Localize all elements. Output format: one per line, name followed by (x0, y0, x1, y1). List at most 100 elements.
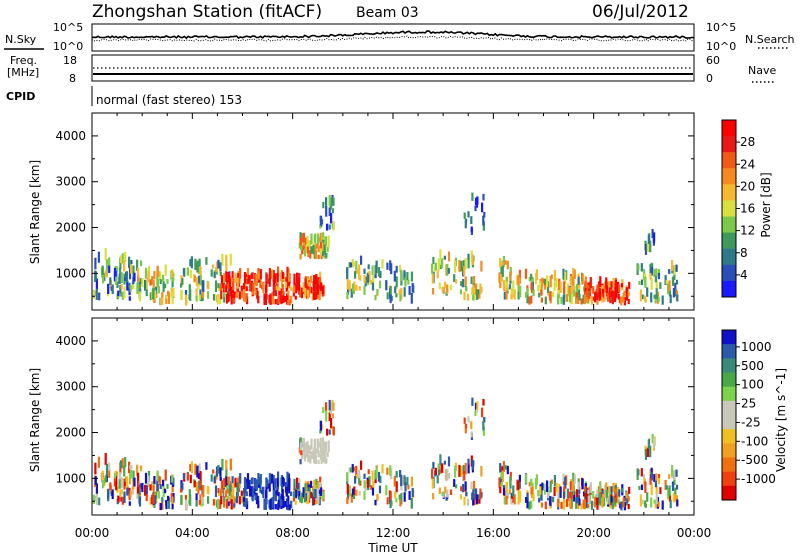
power-cell (123, 286, 126, 298)
velocity-cell (293, 491, 296, 498)
velocity-cell (638, 485, 641, 490)
power-cell (599, 276, 602, 288)
power-cell (650, 278, 653, 291)
velocity-cell (225, 476, 228, 487)
velocity-cell (133, 477, 136, 487)
velocity-cell (254, 494, 257, 501)
velocity-cell (562, 500, 565, 510)
power-cell (474, 205, 477, 212)
velocity-cell (560, 501, 563, 509)
power-cell (431, 263, 434, 274)
power-cell (620, 283, 624, 288)
power-cell (664, 275, 667, 285)
velocity-cell (198, 463, 201, 473)
velocity-cell (437, 465, 440, 476)
velocity-colorbar-swatch (722, 400, 736, 416)
power-cell (587, 296, 590, 303)
velocity-cell (608, 492, 612, 504)
velocity-cell (92, 494, 95, 504)
time-axis-ticks: 00:00 04:00 08:00 12:00 16:00 20:00 00:00 (75, 526, 712, 540)
power-cell (549, 275, 552, 288)
velocity-cell (198, 499, 201, 505)
power-cell (139, 278, 142, 285)
velocity-cell (171, 503, 174, 510)
velocity-cell (184, 495, 188, 501)
velocity-cell (245, 478, 248, 490)
velocity-cell (622, 497, 625, 508)
velocity-cell (274, 479, 277, 484)
velocity-cell (655, 492, 658, 505)
power-cell (386, 262, 389, 270)
velocity-cell (161, 498, 164, 510)
velocity-cell (171, 474, 174, 483)
velocity-cell (351, 464, 354, 473)
power-cell (288, 273, 291, 282)
power-cell (245, 273, 248, 285)
velocity-cell (639, 494, 642, 507)
velocity-cell (121, 496, 124, 505)
velocity-colorbar-swatch (722, 372, 736, 388)
power-colorbar-tick-label: 16 (740, 202, 755, 216)
power-cell (623, 296, 626, 306)
velocity-cell (589, 482, 592, 493)
velocity-cell (317, 481, 320, 490)
power-cell (531, 281, 534, 290)
velocity-cell (268, 473, 271, 484)
velocity-cell (505, 481, 509, 487)
power-cell (460, 260, 463, 272)
velocity-cell (558, 483, 561, 496)
velocity-cell (144, 484, 147, 496)
velocity-cell (116, 486, 119, 493)
velocity-cell (476, 494, 479, 504)
velocity-cell (458, 464, 461, 477)
velocity-colorbar-swatch (722, 358, 736, 373)
velocity-cell (314, 454, 317, 464)
velocity-cell (219, 467, 222, 477)
power-cell (571, 276, 574, 286)
velocity-cell (673, 470, 676, 480)
power-cell (137, 276, 140, 289)
power-cell (378, 280, 382, 289)
power-cell (458, 259, 461, 272)
power-cell (133, 272, 136, 282)
velocity-cell (598, 487, 601, 496)
velocity-cell (129, 490, 132, 498)
velocity-cell (244, 502, 247, 508)
velocity-cell (467, 458, 470, 465)
power-cell (614, 283, 617, 289)
power-cell (587, 284, 590, 289)
velocity-cell (661, 500, 664, 510)
velocity-cell (570, 491, 573, 500)
power-cell (277, 266, 280, 279)
power-cell (318, 291, 321, 301)
velocity-cell (219, 488, 223, 498)
power-cell (149, 279, 152, 286)
power-cell (113, 272, 116, 282)
power-cell (126, 280, 129, 291)
power-cell (569, 276, 572, 286)
velocity-cell (117, 495, 120, 502)
velocity-cell (246, 501, 249, 510)
power-cell (544, 278, 547, 285)
velocity-cell (351, 488, 354, 497)
power-cell (157, 285, 160, 294)
velocity-cell (568, 491, 571, 502)
power-cell (95, 278, 98, 290)
velocity-cell (446, 468, 449, 481)
velocity-colorbar-swatch (722, 443, 736, 458)
power-cell (267, 278, 270, 284)
velocity-cell (115, 476, 118, 486)
power-cell (189, 269, 192, 279)
power-cell (254, 289, 257, 296)
power-cell (226, 280, 229, 285)
velocity-cell (464, 462, 467, 475)
power-cell (167, 292, 171, 304)
power-cell (132, 265, 135, 277)
velocity-cell (140, 465, 143, 472)
power-colorbar-swatch (722, 136, 736, 153)
power-cell (395, 276, 398, 287)
power-cell (403, 287, 406, 297)
velocity-cell (652, 437, 656, 448)
velocity-cell (513, 494, 516, 505)
